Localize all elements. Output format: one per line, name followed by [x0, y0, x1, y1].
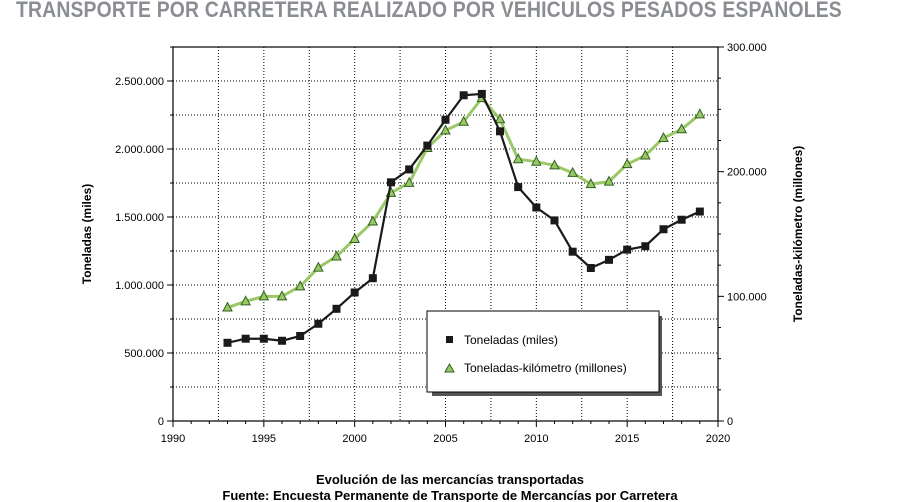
- data-point-toneladas-km: [658, 131, 669, 143]
- x-tick-label: 2010: [524, 433, 548, 445]
- data-point-toneladas-km: [240, 295, 251, 306]
- data-point-toneladas-km: [585, 178, 597, 189]
- data-point-toneladas: [278, 336, 286, 345]
- y-tick-label: 1.500.000: [115, 212, 164, 224]
- data-point-toneladas-km: [367, 215, 379, 226]
- y-tick-label: 500.000: [124, 348, 164, 360]
- y-axis-label-right: Toneladas-kilómetro (millones): [791, 146, 805, 322]
- x-tick-label: 2020: [706, 433, 730, 445]
- y-tick-label: 2.000.000: [115, 144, 164, 156]
- page-title: TRANSPORTE POR CARRETERA REALIZADO POR V…: [16, 0, 842, 22]
- data-point-toneladas-km: [222, 301, 233, 312]
- x-tick-label: 2015: [615, 433, 639, 445]
- data-point-toneladas: [550, 216, 559, 225]
- data-point-toneladas: [532, 203, 541, 212]
- x-tick-label: 1995: [252, 433, 276, 445]
- x-tick-label: 2000: [342, 433, 366, 445]
- data-point-toneladas-km: [313, 261, 324, 272]
- data-point-toneladas: [223, 338, 232, 347]
- data-point-toneladas: [695, 207, 704, 216]
- y-tick-label: 1.000.000: [115, 280, 164, 292]
- y2-tick-label: 300.000: [727, 42, 767, 54]
- data-point-toneladas-km: [603, 175, 615, 186]
- series-layer: [222, 89, 706, 347]
- data-point-toneladas: [368, 274, 377, 283]
- data-point-toneladas: [641, 242, 650, 251]
- x-axis: 1990 1995 2000 2005 2010 2015 2020: [161, 421, 730, 445]
- data-point-toneladas-km: [549, 159, 560, 170]
- y-axis-label-left: Toneladas (miles): [80, 184, 94, 284]
- caption-fuente: Fuente: Encuesta Permanente de Transport…: [222, 488, 678, 502]
- data-point-toneladas-km: [440, 124, 451, 135]
- legend-label-toneladas: Toneladas (miles): [464, 333, 558, 347]
- data-point-toneladas: [441, 115, 450, 124]
- data-point-toneladas-km: [458, 115, 469, 126]
- data-point-toneladas-km: [512, 153, 524, 164]
- data-point-toneladas-km: [349, 232, 360, 243]
- data-point-toneladas: [605, 255, 613, 264]
- legend-marker-toneladas: [446, 336, 453, 343]
- x-tick-label: 1990: [161, 433, 185, 445]
- data-point-toneladas: [623, 245, 632, 254]
- data-point-toneladas: [459, 91, 468, 100]
- y-axis-left: 0 500.000 1.000.000 1.500.000 2.000.000 2.500…: [115, 46, 173, 428]
- y-tick-label: 0: [158, 416, 164, 428]
- caption-evolucion: Evolución de las mercancías transportada…: [315, 472, 585, 487]
- data-point-toneladas-km: [676, 123, 687, 134]
- data-point-toneladas-km: [494, 113, 506, 124]
- data-point-toneladas-km: [276, 290, 288, 301]
- data-point-toneladas: [350, 288, 359, 297]
- data-point-toneladas: [659, 225, 668, 234]
- data-point-toneladas: [496, 127, 504, 136]
- legend: Toneladas (miles) Toneladas-kilómetro (m…: [426, 310, 662, 396]
- data-point-toneladas-km: [567, 166, 578, 177]
- data-point-toneladas-km: [294, 280, 306, 291]
- legend-box: [426, 310, 660, 393]
- data-point-toneladas-km: [531, 155, 542, 166]
- data-point-toneladas: [423, 141, 432, 150]
- y-axis-right: 0 100.000 200.000 300.000: [718, 42, 767, 428]
- data-point-toneladas-km: [403, 176, 415, 187]
- data-point-toneladas-km: [331, 250, 342, 261]
- data-point-toneladas-km: [694, 108, 706, 119]
- data-point-toneladas: [586, 264, 595, 272]
- legend-label-toneladas-km: Toneladas-kilómetro (millones): [464, 361, 627, 375]
- data-point-toneladas: [332, 304, 341, 313]
- data-point-toneladas: [514, 183, 523, 192]
- grid-lines: [173, 47, 718, 421]
- data-point-toneladas: [568, 247, 577, 256]
- y2-tick-label: 200.000: [727, 167, 767, 179]
- data-point-toneladas: [259, 334, 268, 343]
- data-point-toneladas-km: [258, 290, 270, 301]
- data-point-toneladas: [477, 89, 486, 98]
- data-point-toneladas-km: [640, 149, 651, 160]
- y2-tick-label: 100.000: [727, 291, 767, 303]
- y2-tick-label: 0: [727, 416, 733, 428]
- legend-marker-toneladas-km: [444, 362, 455, 373]
- data-point-toneladas: [296, 332, 305, 340]
- data-point-toneladas: [405, 165, 414, 174]
- y-tick-label: 2.500.000: [115, 76, 164, 88]
- data-point-toneladas-km: [621, 158, 633, 169]
- data-point-toneladas: [241, 334, 250, 343]
- data-point-toneladas: [387, 178, 395, 187]
- x-tick-label: 2005: [433, 433, 457, 445]
- data-point-toneladas: [677, 215, 686, 224]
- dual-axis-line-chart: 1990 1995 2000 2005 2010 2015 2020 0 500.000 1.0…: [80, 42, 805, 445]
- data-point-toneladas: [314, 319, 323, 328]
